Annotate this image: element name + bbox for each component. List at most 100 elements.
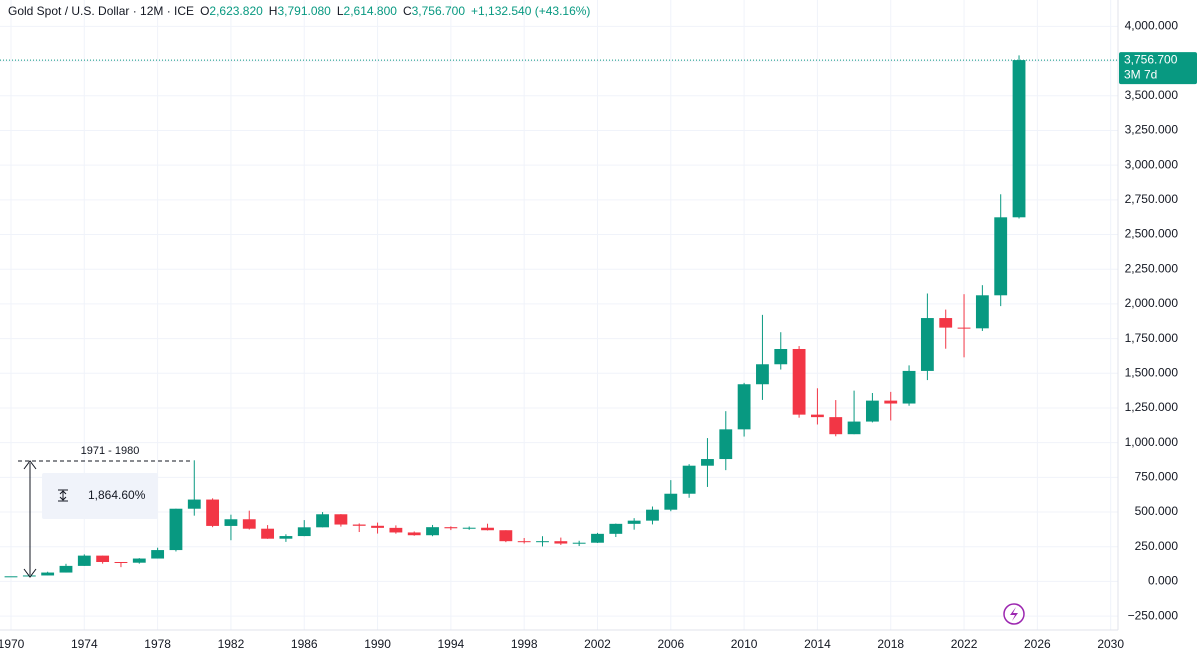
axes: −250.000 0.000 250.000 500.000 750.000 1,000.… xyxy=(0,19,1197,651)
candle-body xyxy=(407,532,421,536)
ohlc-value: 3,791.080 xyxy=(277,4,331,18)
candle-body xyxy=(462,527,476,529)
y-tick-label: 3,250.000 xyxy=(1125,123,1179,137)
candle-body xyxy=(627,520,641,524)
x-tick-label: 2002 xyxy=(584,637,611,651)
ohlc-label: O xyxy=(200,4,209,18)
candle-body xyxy=(756,364,769,385)
y-tick-label: 2,000.000 xyxy=(1125,296,1179,310)
candle-body xyxy=(1012,60,1026,218)
candle-body xyxy=(242,519,256,529)
x-tick-label: 2010 xyxy=(731,637,758,651)
candle-body xyxy=(920,318,934,371)
y-tick-label: 750.000 xyxy=(1135,470,1179,484)
measure-change: 1,864.60% xyxy=(88,488,146,502)
x-tick-label: 1974 xyxy=(71,637,98,651)
candle-body xyxy=(169,508,183,551)
y-tick-label: 1,500.000 xyxy=(1125,365,1179,379)
change-value: +1,132.540 (+43.16%) xyxy=(471,4,590,18)
candle-body xyxy=(536,541,549,543)
candle-body xyxy=(297,527,311,537)
x-tick-label: 1978 xyxy=(144,637,171,651)
x-tick-label: 1970 xyxy=(0,637,25,651)
candle-body xyxy=(609,523,623,534)
grid xyxy=(0,0,1118,630)
y-tick-label: 2,750.000 xyxy=(1125,192,1179,206)
event-icon xyxy=(1003,603,1025,625)
candle-body xyxy=(902,370,916,404)
candle-body xyxy=(77,555,91,566)
candle-body xyxy=(975,295,989,329)
y-tick-label: 250.000 xyxy=(1135,539,1179,553)
y-tick-label: 1,250.000 xyxy=(1125,400,1179,414)
y-tick-label: 1,000.000 xyxy=(1125,435,1179,449)
candle-body xyxy=(939,318,953,328)
candle-body xyxy=(554,541,568,544)
candle-body xyxy=(187,499,201,509)
candle-body xyxy=(59,565,73,573)
candle-body xyxy=(481,527,494,531)
symbol-title: Gold Spot / U.S. Dollar · 12M · ICE xyxy=(8,4,194,18)
y-tick-label: 2,250.000 xyxy=(1125,261,1179,275)
y-tick-label: −250.000 xyxy=(1128,608,1179,622)
x-tick-label: 2014 xyxy=(804,637,831,651)
last-price-countdown: 3M 7d xyxy=(1124,67,1157,81)
x-tick-label: 1998 xyxy=(511,637,538,651)
x-tick-label: 2030 xyxy=(1097,637,1124,651)
candle-body xyxy=(847,421,861,435)
candle-body xyxy=(499,530,513,542)
candle-body xyxy=(737,384,751,430)
x-tick-label: 2022 xyxy=(951,637,978,651)
y-tick-label: 0.000 xyxy=(1148,574,1178,588)
last-price-box xyxy=(1119,52,1197,85)
candle-body xyxy=(884,400,898,404)
candle-body xyxy=(316,514,329,528)
y-tick-label: 2,500.000 xyxy=(1125,227,1179,241)
x-tick-label: 1982 xyxy=(218,637,245,651)
y-tick-label: 3,000.000 xyxy=(1125,157,1179,171)
candle-body xyxy=(646,509,659,521)
candle-body xyxy=(719,429,733,460)
candle-body xyxy=(352,524,366,526)
x-tick-label: 1994 xyxy=(438,637,465,651)
event-bolt xyxy=(1010,607,1018,621)
candle-body xyxy=(426,527,439,536)
x-tick-label: 2018 xyxy=(877,637,904,651)
candle-body xyxy=(811,414,824,418)
x-tick-label: 1990 xyxy=(364,637,391,651)
x-tick-label: 1986 xyxy=(291,637,318,651)
candle-body xyxy=(389,527,403,533)
candle-body xyxy=(572,542,586,544)
measure-icon xyxy=(58,489,68,502)
candle-body xyxy=(792,348,806,415)
candle-body xyxy=(774,348,788,365)
candle-body xyxy=(591,533,604,543)
candle-body xyxy=(664,493,678,510)
candle-body xyxy=(444,527,458,529)
candle-body xyxy=(371,525,384,528)
candle-body xyxy=(261,528,275,539)
candle-body xyxy=(682,465,696,494)
y-tick-label: 3,500.000 xyxy=(1125,88,1179,102)
ohlc-label: H xyxy=(269,4,278,18)
ohlc-value: 3,756.700 xyxy=(412,4,466,18)
candles xyxy=(4,55,1026,578)
candle-body xyxy=(41,572,55,576)
measure-box xyxy=(42,473,158,519)
y-tick-label: 500.000 xyxy=(1135,504,1179,518)
candle-body xyxy=(701,459,714,466)
candle-body xyxy=(206,499,220,526)
ohlc-label: L xyxy=(337,4,344,18)
measure-annotation: 1971 - 1980 1,864.60% xyxy=(18,445,193,578)
y-tick-label: 1,750.000 xyxy=(1125,331,1179,345)
x-tick-label: 2026 xyxy=(1024,637,1051,651)
candle-body xyxy=(96,555,110,563)
candle-body xyxy=(957,327,971,329)
ohlc-value: 2,614.800 xyxy=(344,4,398,18)
candle-body xyxy=(829,417,843,435)
y-tick-label: 4,000.000 xyxy=(1125,19,1179,33)
candle-body xyxy=(334,514,348,525)
ohlc-value: 2,623.820 xyxy=(209,4,263,18)
